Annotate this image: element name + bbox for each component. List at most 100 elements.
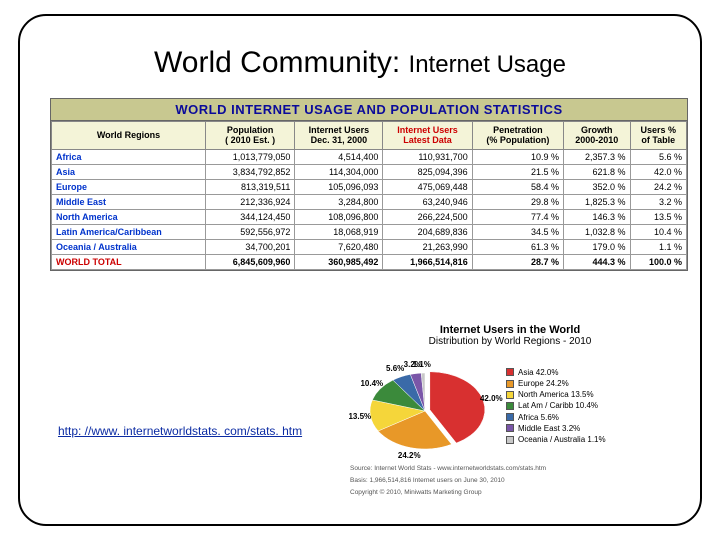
pie-wrap: 42.0%24.2%13.5%10.4%5.6%3.2%1.1% xyxy=(350,351,500,461)
data-cell: 146.3 % xyxy=(564,209,631,224)
pie-pct-label: 10.4% xyxy=(360,379,383,388)
data-cell: 2,357.3 % xyxy=(564,149,631,164)
region-cell: Europe xyxy=(52,179,206,194)
data-cell: 10.4 % xyxy=(630,224,687,239)
region-cell: Oceania / Australia xyxy=(52,239,206,254)
data-cell: 475,069,448 xyxy=(383,179,472,194)
chart-footer-1: Source: Internet World Stats - www.inter… xyxy=(350,465,670,473)
legend-item: Africa 5.6% xyxy=(506,412,606,423)
table-header-row: World RegionsPopulation( 2010 Est. ) Inte… xyxy=(52,122,687,150)
column-header: Penetration(% Population) xyxy=(472,122,563,150)
pie-pct-label: 5.6% xyxy=(386,364,404,373)
title-sub: Internet Usage xyxy=(409,51,566,78)
data-cell: 3,834,792,852 xyxy=(206,164,295,179)
data-cell: 825,094,396 xyxy=(383,164,472,179)
slide-frame: World Community: Internet Usage WORLD IN… xyxy=(18,14,702,526)
column-header: World Regions xyxy=(52,122,206,150)
region-cell: Middle East xyxy=(52,194,206,209)
pie-pct-label: 13.5% xyxy=(348,412,371,421)
stats-table: World RegionsPopulation( 2010 Est. ) Inte… xyxy=(51,121,687,270)
legend-swatch xyxy=(506,391,514,399)
legend-label: Oceania / Australia 1.1% xyxy=(518,434,606,445)
data-cell: 179.0 % xyxy=(564,239,631,254)
chart-footer-3: Copyright © 2010, Miniwatts Marketing Gr… xyxy=(350,489,670,497)
column-header: Population( 2010 Est. ) xyxy=(206,122,295,150)
region-cell: WORLD TOTAL xyxy=(52,254,206,269)
pie-legend: Asia 42.0%Europe 24.2%North America 13.5… xyxy=(506,367,606,445)
legend-label: Europe 24.2% xyxy=(518,378,569,389)
data-cell: 42.0 % xyxy=(630,164,687,179)
chart-footer-2: Basis: 1,966,514,816 Internet users on J… xyxy=(350,477,670,485)
pie-pct-label: 42.0% xyxy=(480,394,503,403)
legend-label: North America 13.5% xyxy=(518,389,594,400)
data-cell: 3,284,800 xyxy=(295,194,383,209)
data-cell: 58.4 % xyxy=(472,179,563,194)
legend-swatch xyxy=(506,368,514,376)
data-cell: 110,931,700 xyxy=(383,149,472,164)
data-cell: 28.7 % xyxy=(472,254,563,269)
data-cell: 34.5 % xyxy=(472,224,563,239)
data-cell: 21.5 % xyxy=(472,164,563,179)
data-cell: 1,013,779,050 xyxy=(206,149,295,164)
legend-item: Europe 24.2% xyxy=(506,378,606,389)
data-cell: 592,556,972 xyxy=(206,224,295,239)
data-cell: 344,124,450 xyxy=(206,209,295,224)
legend-item: Middle East 3.2% xyxy=(506,423,606,434)
column-header: Growth2000-2010 xyxy=(564,122,631,150)
data-cell: 114,304,000 xyxy=(295,164,383,179)
legend-label: Middle East 3.2% xyxy=(518,423,580,434)
data-cell: 813,319,511 xyxy=(206,179,295,194)
table-row: Oceania / Australia34,700,2017,620,48021… xyxy=(52,239,687,254)
legend-swatch xyxy=(506,413,514,421)
data-cell: 1,032.8 % xyxy=(564,224,631,239)
data-cell: 1.1 % xyxy=(630,239,687,254)
data-cell: 34,700,201 xyxy=(206,239,295,254)
legend-swatch xyxy=(506,436,514,444)
data-cell: 21,263,990 xyxy=(383,239,472,254)
data-cell: 352.0 % xyxy=(564,179,631,194)
data-cell: 212,336,924 xyxy=(206,194,295,209)
data-cell: 63,240,946 xyxy=(383,194,472,209)
data-cell: 7,620,480 xyxy=(295,239,383,254)
slide-title: World Community: Internet Usage xyxy=(20,46,700,80)
title-main: World Community: xyxy=(154,46,400,79)
stats-table-wrap: WORLD INTERNET USAGE AND POPULATION STAT… xyxy=(50,98,688,271)
data-cell: 24.2 % xyxy=(630,179,687,194)
chart-subtitle: Distribution by World Regions - 2010 xyxy=(350,336,670,347)
data-cell: 18,068,919 xyxy=(295,224,383,239)
table-row: North America344,124,450108,096,800266,2… xyxy=(52,209,687,224)
legend-swatch xyxy=(506,424,514,432)
region-cell: Africa xyxy=(52,149,206,164)
data-cell: 444.3 % xyxy=(564,254,631,269)
data-cell: 204,689,836 xyxy=(383,224,472,239)
legend-label: Africa 5.6% xyxy=(518,412,559,423)
source-link[interactable]: http: //www. internetworldstats. com/sta… xyxy=(58,424,302,438)
data-cell: 3.2 % xyxy=(630,194,687,209)
table-row: Latin America/Caribbean592,556,97218,068… xyxy=(52,224,687,239)
table-row: WORLD TOTAL6,845,609,960360,985,4921,966… xyxy=(52,254,687,269)
region-cell: North America xyxy=(52,209,206,224)
legend-label: Asia 42.0% xyxy=(518,367,558,378)
region-cell: Latin America/Caribbean xyxy=(52,224,206,239)
data-cell: 105,096,093 xyxy=(295,179,383,194)
region-cell: Asia xyxy=(52,164,206,179)
table-banner: WORLD INTERNET USAGE AND POPULATION STAT… xyxy=(51,99,687,121)
data-cell: 4,514,400 xyxy=(295,149,383,164)
pie-pct-label: 1.1% xyxy=(413,360,431,369)
legend-item: Lat Am / Caribb 10.4% xyxy=(506,400,606,411)
data-cell: 5.6 % xyxy=(630,149,687,164)
legend-item: North America 13.5% xyxy=(506,389,606,400)
data-cell: 1,825.3 % xyxy=(564,194,631,209)
data-cell: 6,845,609,960 xyxy=(206,254,295,269)
column-header: Internet UsersLatest Data xyxy=(383,122,472,150)
data-cell: 621.8 % xyxy=(564,164,631,179)
table-body: Africa1,013,779,0504,514,400110,931,7001… xyxy=(52,149,687,269)
data-cell: 77.4 % xyxy=(472,209,563,224)
data-cell: 100.0 % xyxy=(630,254,687,269)
data-cell: 1,966,514,816 xyxy=(383,254,472,269)
data-cell: 266,224,500 xyxy=(383,209,472,224)
data-cell: 360,985,492 xyxy=(295,254,383,269)
legend-item: Asia 42.0% xyxy=(506,367,606,378)
legend-item: Oceania / Australia 1.1% xyxy=(506,434,606,445)
chart-title: Internet Users in the World xyxy=(350,324,670,336)
